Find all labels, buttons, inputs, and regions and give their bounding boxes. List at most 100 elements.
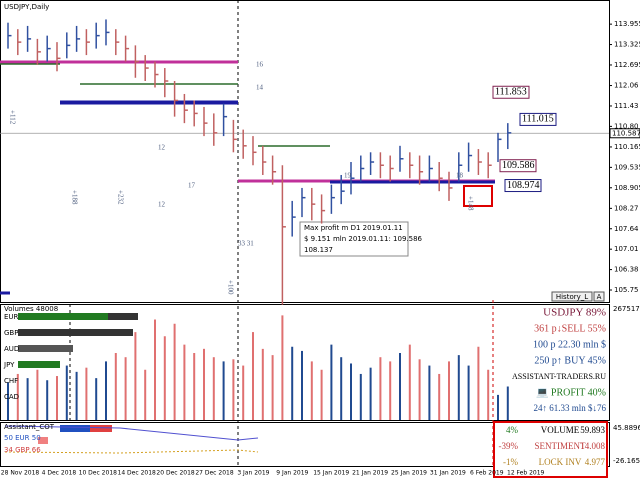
a-button[interactable] bbox=[593, 291, 605, 302]
x-tick-label: 4 Dec 2018 bbox=[42, 470, 77, 477]
currency-label: CAD bbox=[4, 393, 19, 401]
x-tick-label: 6 Feb 2019 bbox=[470, 470, 504, 477]
info-line: 💻 PROFIT 40% bbox=[536, 387, 606, 398]
bar-annotation: +232 bbox=[116, 190, 124, 205]
level-box bbox=[519, 112, 557, 126]
cot-bar bbox=[38, 437, 48, 444]
y-tick-label: 113.955 bbox=[614, 20, 640, 28]
y-tick-label: 105.75 bbox=[614, 286, 639, 294]
x-tick-label: 9 Jan 2019 bbox=[276, 470, 308, 477]
level-box bbox=[492, 85, 530, 99]
x-tick-label: 12 Feb 2019 bbox=[507, 470, 545, 477]
bar-annotation: 12 bbox=[158, 144, 166, 152]
x-tick-label: 28 Nov 2018 bbox=[1, 470, 40, 477]
cot-frame bbox=[0, 422, 610, 467]
volume-frame bbox=[0, 304, 610, 421]
currency-label: AUD bbox=[4, 345, 19, 353]
y-tick-label: 112.06 bbox=[614, 82, 639, 90]
cot-row: 34 GBP 66 bbox=[4, 446, 41, 454]
stat-value: 4.977 bbox=[585, 457, 606, 467]
current-price-label: 110.587 bbox=[612, 129, 640, 137]
y-tick-label: 112.695 bbox=[614, 61, 640, 69]
currency-label: EUR bbox=[4, 313, 19, 321]
stat-pct: -39% bbox=[499, 441, 519, 451]
cot-row: 50 EUR 50 bbox=[4, 434, 41, 442]
y-tick-label: 113.325 bbox=[614, 41, 640, 49]
x-tick-label: 15 Jan 2019 bbox=[313, 470, 349, 477]
y-tick-label: 107.01 bbox=[614, 245, 639, 253]
bar-annotation: 17 bbox=[188, 182, 196, 190]
info-line: USDJPY 89% bbox=[543, 307, 606, 319]
strength-bar bbox=[18, 313, 108, 320]
y-tick-label: 106.38 bbox=[614, 266, 639, 274]
level-box bbox=[504, 179, 542, 193]
strength-bar bbox=[18, 329, 133, 336]
level-box bbox=[499, 159, 537, 173]
cot-axis-label: 45.8896 bbox=[613, 424, 640, 432]
level-label: 111.015 bbox=[522, 114, 554, 125]
x-tick-label: 3 Jan 2019 bbox=[237, 470, 269, 477]
x-tick-label: 21 Jan 2019 bbox=[352, 470, 388, 477]
cot-bar bbox=[60, 425, 90, 432]
level-label: 109.586 bbox=[502, 160, 535, 171]
stat-name: LOCK INV bbox=[539, 457, 582, 467]
x-tick-label: 10 Dec 2018 bbox=[79, 470, 118, 477]
y-tick-label: 108.905 bbox=[614, 184, 640, 192]
stat-value: 14.008 bbox=[580, 441, 605, 451]
cot-line bbox=[4, 425, 259, 441]
stat-name: VOLUME bbox=[541, 425, 580, 435]
info-line: 250 p↑ BUY 45% bbox=[534, 355, 606, 366]
info-line: ASSISTANT-TRADERS.RU bbox=[512, 372, 606, 381]
bar-annotation: 18 bbox=[456, 172, 464, 180]
x-tick-label: 20 Dec 2018 bbox=[156, 470, 195, 477]
price-frame bbox=[0, 0, 610, 303]
volume-title: Volumes 48008 bbox=[4, 305, 58, 313]
bar-annotation: 14 bbox=[256, 84, 264, 92]
stat-name: SENTIMENT bbox=[535, 441, 586, 451]
stat-pct: 4% bbox=[506, 425, 519, 435]
a-label[interactable]: A bbox=[597, 293, 602, 301]
bar-annotation: 33 31 bbox=[238, 240, 254, 248]
info-line: 24↑ 61.33 mln $↓76 bbox=[533, 403, 606, 413]
current-price-box bbox=[609, 128, 640, 139]
signal-box bbox=[463, 185, 493, 207]
bar-annotation: 12 bbox=[158, 201, 166, 209]
currency-label: GBP bbox=[4, 329, 18, 337]
tooltip-line: Max profit m D1 2019.01.11 bbox=[304, 224, 403, 232]
strength-bar bbox=[108, 313, 138, 320]
y-tick-label: 111.43 bbox=[614, 102, 639, 110]
bar-annotation: 19 bbox=[344, 172, 352, 180]
y-tick-label: 110.80 bbox=[614, 122, 639, 130]
level-label: 111.853 bbox=[495, 87, 527, 98]
strength-bar bbox=[18, 361, 60, 368]
bar-annotation: +188 bbox=[70, 190, 78, 205]
x-tick-label: 31 Jan 2019 bbox=[430, 470, 466, 477]
x-tick-label: 27 Dec 2018 bbox=[195, 470, 234, 477]
currency-label: CHF bbox=[4, 377, 18, 385]
stats-box bbox=[493, 421, 608, 478]
y-tick-label: 110.165 bbox=[614, 143, 640, 151]
stat-pct: -1% bbox=[503, 457, 518, 467]
history-button[interactable] bbox=[551, 291, 593, 302]
info-line: 361 p↓SELL 55% bbox=[534, 323, 606, 334]
currency-label: JPY bbox=[3, 361, 15, 369]
strength-bar bbox=[18, 345, 73, 352]
y-tick-label: 107.64 bbox=[614, 225, 639, 233]
bar-annotation: +148 bbox=[466, 196, 474, 211]
tooltip-line: $ 9.151 mln 2019.01.11: 109.586 bbox=[304, 235, 423, 243]
level-label: 108.974 bbox=[507, 180, 540, 191]
cot-title: Assistant_COT bbox=[4, 423, 55, 431]
y-tick-label: 109.535 bbox=[614, 163, 640, 171]
x-tick-label: 25 Jan 2019 bbox=[391, 470, 427, 477]
info-line: 100 p 22.30 mln $ bbox=[533, 339, 606, 350]
y-tick-label: 108.27 bbox=[614, 204, 639, 212]
cot-bar bbox=[90, 425, 112, 432]
bar-annotation: 16 bbox=[256, 61, 264, 69]
x-tick-label: 14 Dec 2018 bbox=[118, 470, 157, 477]
cot-line bbox=[4, 449, 259, 454]
cot-axis-label: -26.165 bbox=[613, 457, 640, 465]
stat-value: 59.893 bbox=[580, 425, 605, 435]
bar-annotation: +100 bbox=[226, 280, 234, 295]
history-label[interactable]: History_L bbox=[556, 293, 588, 301]
